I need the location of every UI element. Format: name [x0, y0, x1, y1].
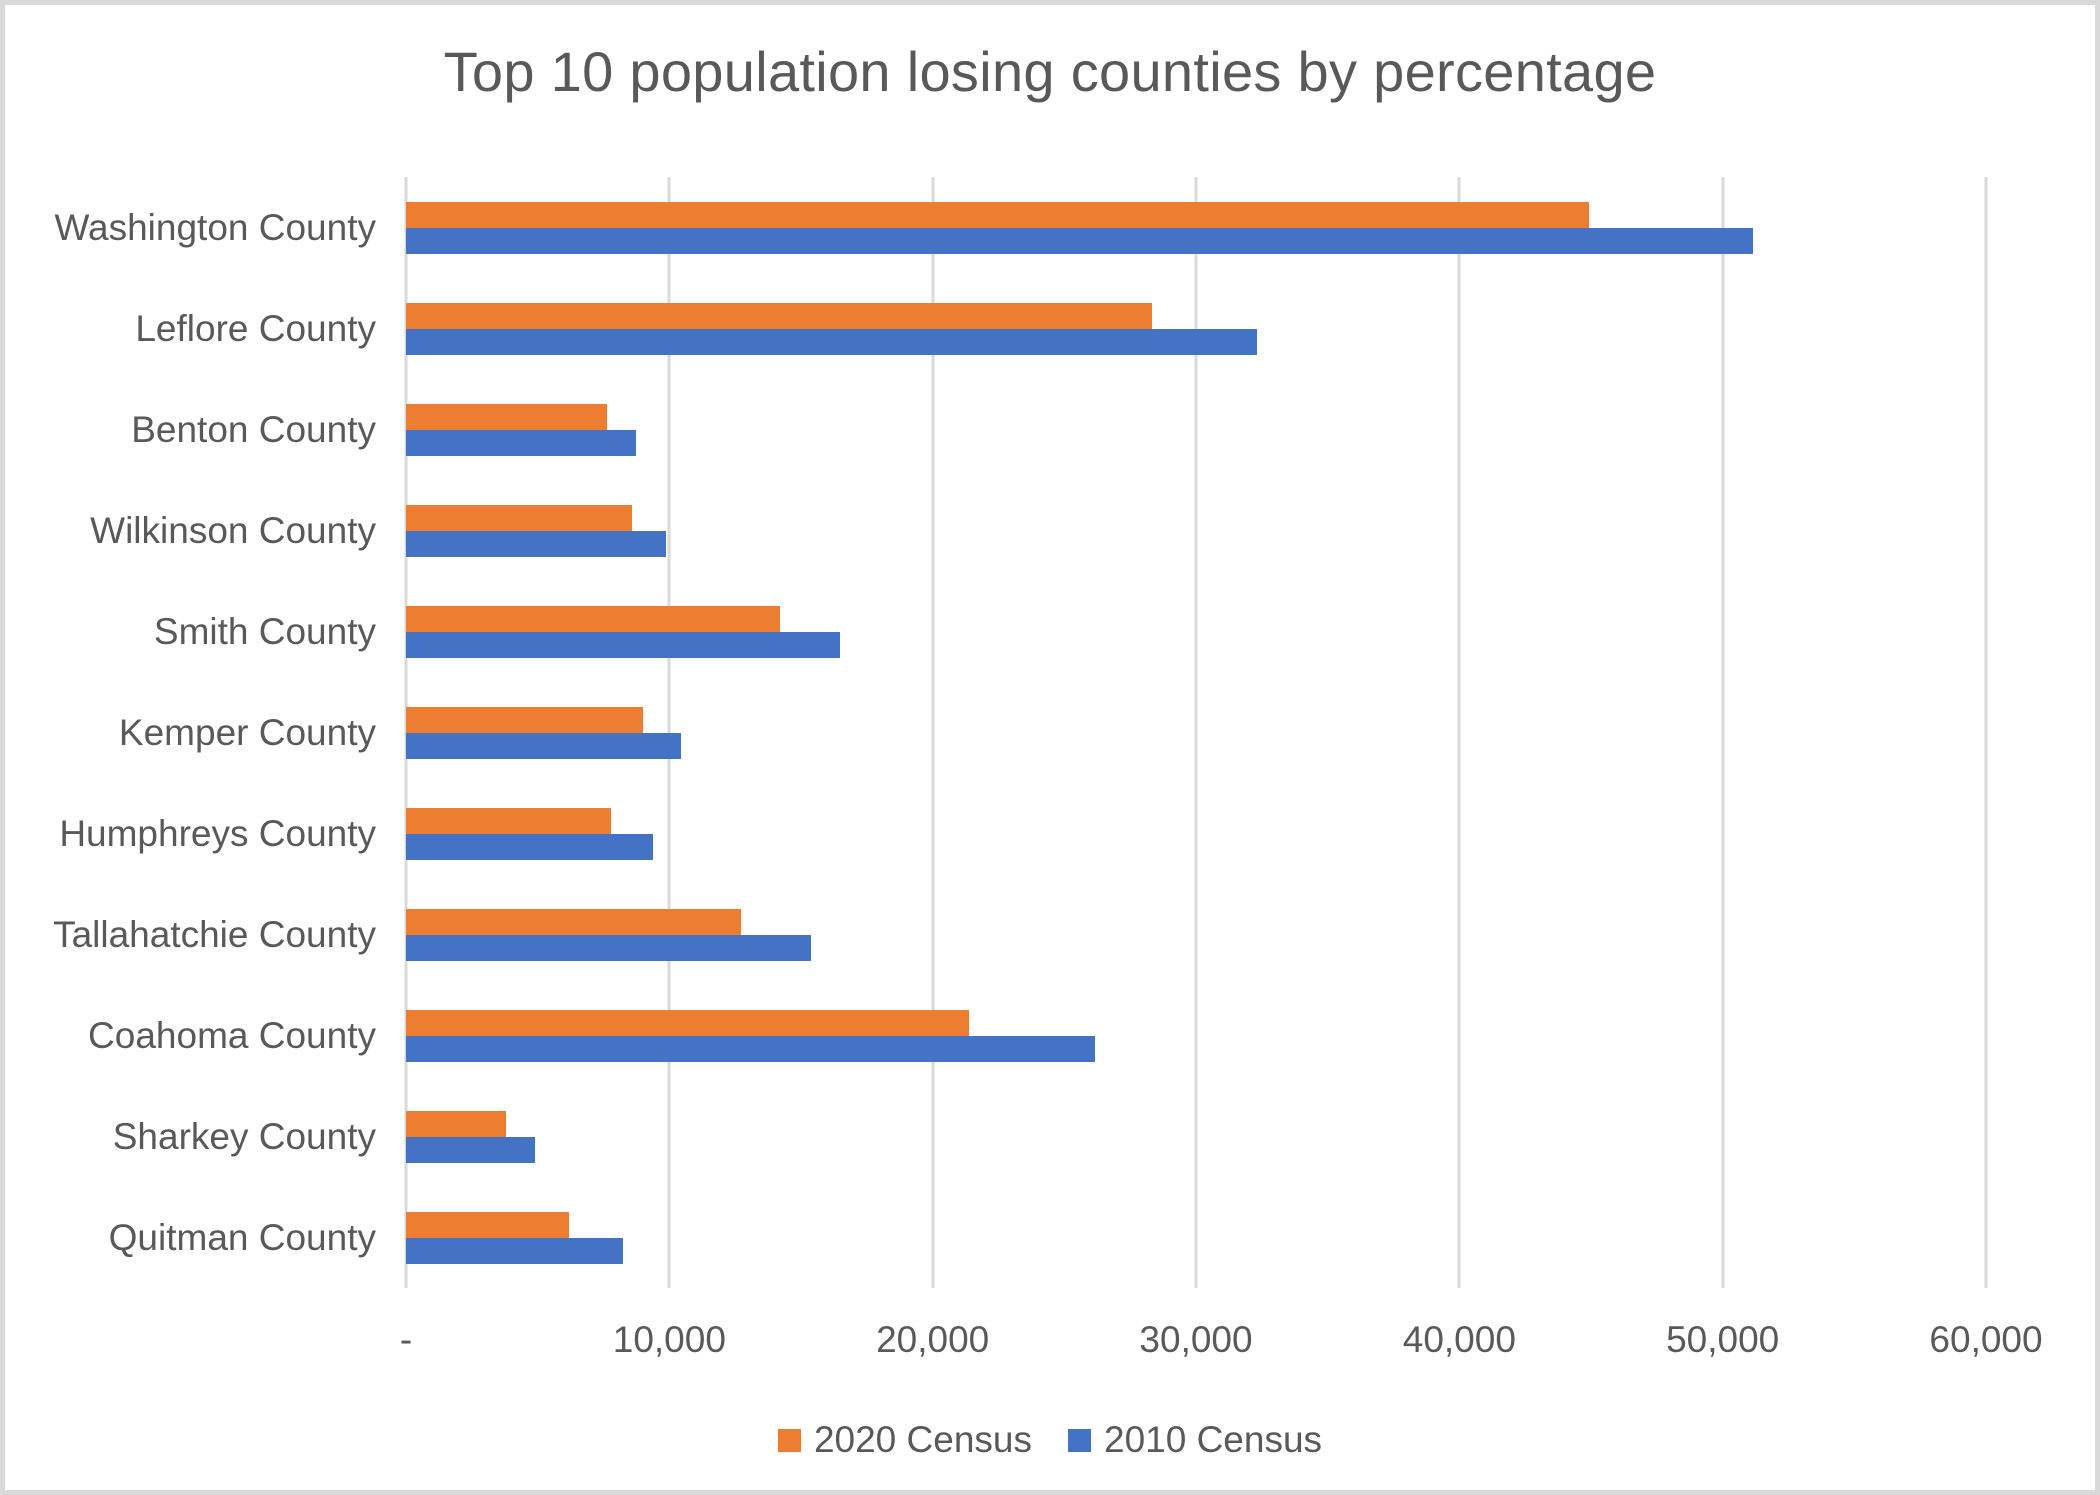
bar-2010-census — [406, 1035, 1095, 1062]
bar-2010-census — [406, 833, 653, 860]
bar-group-row — [406, 480, 1986, 581]
legend-swatch-2010-census — [1068, 1428, 1091, 1452]
category-label: Wilkinson County — [90, 509, 376, 551]
legend-item: 2020 Census — [777, 1419, 1032, 1461]
gridline — [1721, 177, 1725, 1288]
bar-group-row — [406, 1187, 1986, 1288]
plot-area — [404, 177, 1988, 1288]
x-tick-label: 40,000 — [1402, 1319, 1516, 1360]
category-label: Washington County — [54, 206, 376, 248]
bar-2010-census — [406, 631, 841, 658]
bar-2020-census — [406, 908, 741, 935]
category-label: Humphreys County — [59, 812, 376, 854]
value-axis-labels: - 10,000 20,000 30,000 40,000 50,000 60,000 — [400, 1319, 2043, 1369]
bar-2020-census — [406, 605, 781, 632]
bar-2020-census — [406, 504, 633, 531]
bar-group-row — [406, 581, 1986, 682]
bar-group-row — [406, 783, 1986, 884]
bar-2010-census — [406, 732, 682, 759]
gridline — [1194, 177, 1198, 1288]
bar-2010-census — [406, 328, 1257, 355]
bar-2020-census — [406, 403, 608, 430]
bar-2010-census — [406, 1237, 623, 1264]
x-tick-label: 60,000 — [1929, 1319, 2043, 1360]
chart-title: Top 10 population losing counties by per… — [443, 40, 1657, 103]
bar-2020-census — [406, 302, 1153, 329]
gridline — [1984, 177, 1988, 1288]
x-tick-label: 20,000 — [876, 1319, 990, 1360]
legend: 2020 Census 2010 Census — [5, 1419, 2095, 1461]
category-label: Tallahatchie County — [53, 913, 376, 955]
bar-2010-census — [406, 429, 636, 456]
category-label: Coahoma County — [88, 1014, 376, 1056]
legend-label: 2010 Census — [1104, 1419, 1323, 1460]
bar-group-row — [406, 177, 1986, 278]
category-label: Quitman County — [108, 1216, 376, 1258]
legend-swatch-2020-census — [777, 1428, 801, 1452]
category-label: Smith County — [153, 610, 376, 652]
bar-group-row — [406, 278, 1986, 379]
bar-rows — [406, 177, 1986, 1288]
bar-2020-census — [406, 1110, 507, 1137]
gridline — [1457, 177, 1461, 1288]
x-tick-label: 30,000 — [1139, 1319, 1253, 1360]
bar-2020-census — [406, 1211, 569, 1238]
x-tick-label: 50,000 — [1666, 1319, 1780, 1360]
legend-item: 2010 Census — [1068, 1419, 1322, 1461]
category-label: Kemper County — [118, 711, 376, 753]
bar-2020-census — [406, 201, 1589, 228]
bar-2010-census — [406, 1136, 536, 1163]
bar-2010-census — [406, 530, 667, 557]
category-label: Sharkey County — [112, 1115, 376, 1157]
bar-group-row — [406, 884, 1986, 985]
bar-group-row — [406, 985, 1986, 1086]
bar-group-row — [406, 1086, 1986, 1187]
bar-group-row — [406, 682, 1986, 783]
bar-2020-census — [406, 1009, 970, 1036]
legend-label: 2020 Census — [813, 1419, 1032, 1460]
bar-2010-census — [406, 934, 811, 961]
category-label: Benton County — [131, 408, 376, 450]
bar-2020-census — [406, 807, 611, 834]
bar-2020-census — [406, 706, 643, 733]
bar-group-row — [406, 379, 1986, 480]
bar-2010-census — [406, 227, 1753, 254]
x-tick-label: 10,000 — [612, 1319, 726, 1360]
category-label: Leflore County — [135, 307, 376, 349]
gridline — [931, 177, 935, 1288]
category-axis-labels: Washington County Leflore County Benton Co… — [5, 177, 406, 1288]
x-tick-label: - — [399, 1319, 413, 1360]
